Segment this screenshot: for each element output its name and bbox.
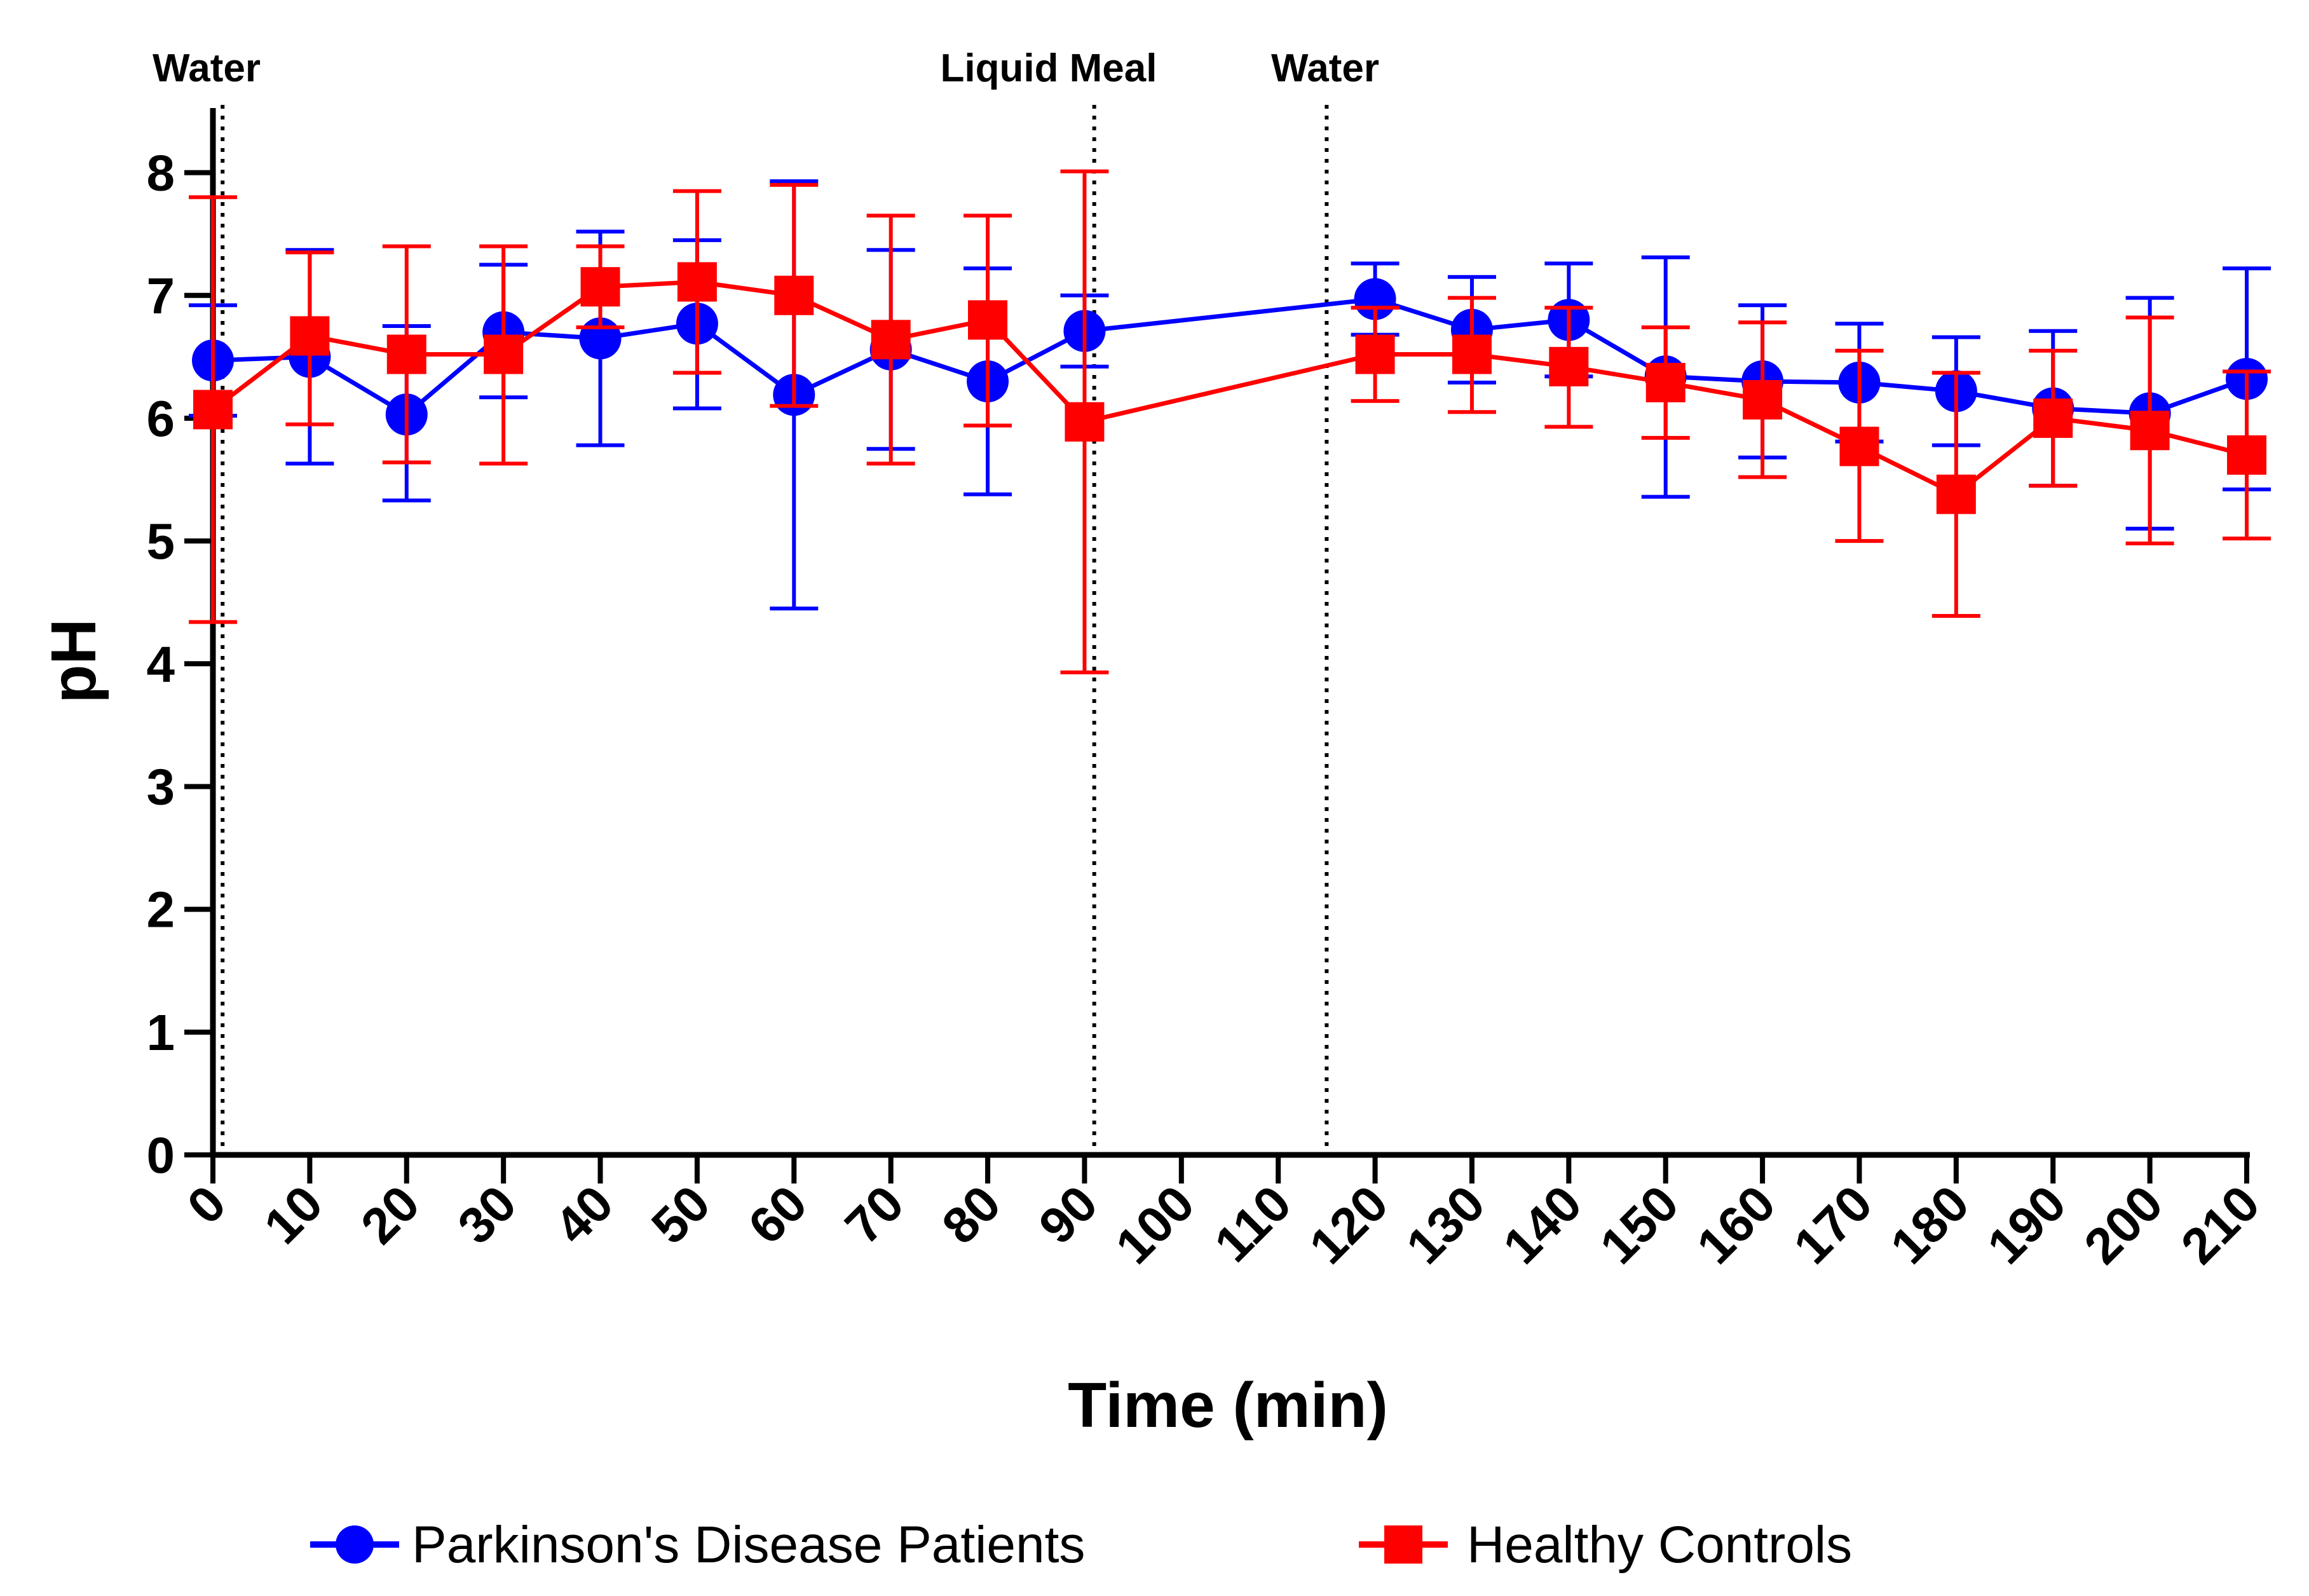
x-tick-label-170: 170 xyxy=(1783,1175,1883,1274)
data-point xyxy=(2227,435,2266,475)
y-tick-label-6: 6 xyxy=(147,390,175,447)
x-tick-label-10: 10 xyxy=(254,1175,334,1255)
y-tick-label-8: 8 xyxy=(147,145,175,201)
x-tick-label-180: 180 xyxy=(1880,1175,1980,1274)
data-point xyxy=(1936,474,1976,514)
x-axis-title: Time (min) xyxy=(1068,1370,1388,1441)
x-tick-label-140: 140 xyxy=(1492,1175,1592,1274)
x-tick-label-190: 190 xyxy=(1977,1175,2076,1274)
data-point xyxy=(2033,398,2073,438)
y-tick-label-5: 5 xyxy=(147,513,175,570)
legend-item-parkinsons: Parkinson's Disease Patients xyxy=(310,1516,1085,1574)
y-tick-label-7: 7 xyxy=(147,268,175,324)
data-point xyxy=(677,262,717,302)
x-tick-label-100: 100 xyxy=(1105,1175,1205,1274)
data-point xyxy=(386,334,426,374)
data-point xyxy=(871,320,911,360)
y-tick-label-1: 1 xyxy=(147,1004,175,1061)
event-markers: Water Liquid Meal Water xyxy=(153,46,1379,1155)
x-tick-label-60: 60 xyxy=(737,1175,817,1255)
data-series xyxy=(189,169,2271,674)
event-label-2: Water xyxy=(1271,46,1379,90)
x-tick-label-120: 120 xyxy=(1298,1175,1398,1274)
data-point xyxy=(290,316,330,356)
legend-label-parkinsons: Parkinson's Disease Patients xyxy=(412,1516,1085,1574)
legend: Parkinson's Disease Patients Healthy Con… xyxy=(310,1516,1852,1574)
data-point xyxy=(1355,334,1395,374)
y-tick-label-4: 4 xyxy=(147,636,175,692)
data-point xyxy=(484,334,524,374)
data-point xyxy=(1452,334,1492,374)
data-point xyxy=(193,390,233,430)
x-tick-label-130: 130 xyxy=(1396,1175,1495,1274)
event-label-1: Liquid Meal xyxy=(941,46,1157,90)
data-point xyxy=(1065,402,1105,442)
legend-label-healthy: Healthy Controls xyxy=(1467,1516,1852,1574)
legend-marker-parkinsons xyxy=(336,1525,374,1564)
x-tick-label-110: 110 xyxy=(1204,1175,1302,1272)
x-tick-label-0: 0 xyxy=(177,1175,236,1234)
legend-item-healthy: Healthy Controls xyxy=(1359,1516,1852,1574)
data-point xyxy=(1549,346,1589,386)
legend-marker-healthy xyxy=(1384,1525,1422,1564)
x-tick-label-90: 90 xyxy=(1028,1175,1108,1255)
x-tick-label-210: 210 xyxy=(2170,1175,2270,1274)
data-point xyxy=(580,267,620,307)
y-tick-label-0: 0 xyxy=(147,1127,175,1183)
x-tick-label-150: 150 xyxy=(1589,1175,1689,1274)
event-label-0: Water xyxy=(153,46,261,90)
series-healthy-controls xyxy=(189,169,2271,674)
y-axis-title: pH xyxy=(38,618,109,703)
data-point xyxy=(968,300,1008,340)
x-tick-label-200: 200 xyxy=(2073,1175,2173,1274)
data-point xyxy=(1743,379,1783,419)
x-tick-label-160: 160 xyxy=(1686,1175,1786,1274)
x-tick-label-30: 30 xyxy=(447,1175,527,1255)
data-point xyxy=(1645,362,1686,402)
x-tick-label-40: 40 xyxy=(544,1175,624,1255)
y-tick-label-2: 2 xyxy=(147,882,175,938)
y-tick-label-3: 3 xyxy=(147,758,175,815)
data-point xyxy=(774,275,814,315)
x-tick-label-80: 80 xyxy=(931,1175,1011,1255)
data-point xyxy=(1839,426,1879,467)
x-tick-label-50: 50 xyxy=(641,1175,721,1255)
x-tick-label-70: 70 xyxy=(834,1175,915,1255)
data-point xyxy=(2130,411,2170,451)
x-tick-label-20: 20 xyxy=(350,1175,430,1255)
